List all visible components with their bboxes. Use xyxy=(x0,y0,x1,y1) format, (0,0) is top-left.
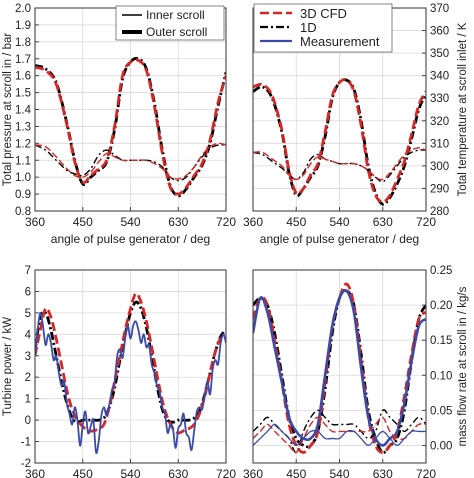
x-tick-label: 540 xyxy=(120,467,140,478)
y-tick-label: 4 xyxy=(25,329,32,341)
y-tick-label: 1.9 xyxy=(15,20,31,32)
x-tick-label: 630 xyxy=(373,215,393,229)
y-tick-label: 3 xyxy=(25,351,31,363)
y-tick-label: 280 xyxy=(430,206,449,218)
y-axis-label: Total pressure at scroll in / bar xyxy=(2,33,14,187)
x-axis-label: angle of pulse generator / deg xyxy=(260,232,419,246)
y-tick-label: 1.6 xyxy=(15,71,31,83)
y-tick-label: 370 xyxy=(430,3,449,15)
y-tick-label: -2 xyxy=(21,458,31,470)
legend-measurement-label: Measurement xyxy=(300,34,380,49)
y-tick-label: 1.8 xyxy=(15,37,31,49)
x-tick-label: 630 xyxy=(373,467,393,478)
y-tick-label: 1.7 xyxy=(15,54,31,66)
legend-outer-scroll-label: Outer scroll xyxy=(146,25,207,39)
y-tick-label: 0.10 xyxy=(430,370,452,382)
y-tick-label: 2 xyxy=(25,372,31,384)
y-tick-label: 310 xyxy=(430,138,449,150)
x-tick-label: 720 xyxy=(216,215,236,229)
legend-methods: 3D CFD 1D Measurement xyxy=(253,3,393,53)
series-line-inner-scroll-measurement xyxy=(253,423,426,447)
y-tick-label: 1.5 xyxy=(15,88,31,100)
x-tick-label: 630 xyxy=(168,467,188,478)
series-line-measurement xyxy=(35,311,226,454)
x-tick-label: 450 xyxy=(286,467,306,478)
y-tick-label: 2.0 xyxy=(15,3,31,15)
x-tick-label: 450 xyxy=(73,467,93,478)
y-tick-label: 1.4 xyxy=(15,105,32,117)
legend-scroll: Inner scroll Outer scroll xyxy=(115,5,225,41)
x-tick-label: 450 xyxy=(286,215,306,229)
legend-inner-scroll-label: Inner scroll xyxy=(146,8,205,22)
x-tick-label: 360 xyxy=(25,467,45,478)
y-tick-label: 350 xyxy=(430,48,449,60)
y-axis-label: mass flow rate at scroll in / kg/s xyxy=(457,286,469,446)
series-line-outer-scroll-measurement xyxy=(253,289,426,447)
panel-top-left: 360 450 540 630 720 0.8 0.9 1.0 1.1 1.2 1.3 1.4 1.5 1… xyxy=(2,3,236,246)
y-tick-label: 1.3 xyxy=(15,121,31,133)
y-tick-label: 1 xyxy=(25,394,31,406)
series-group xyxy=(35,56,226,198)
y-tick-label: 0.05 xyxy=(430,405,452,417)
series-group xyxy=(35,292,226,454)
panel-bottom-right: 3604505406307200.000.050.100.150.200.25a… xyxy=(243,265,469,478)
x-tick-label: 540 xyxy=(329,215,349,229)
series-line-inner-scroll-1d xyxy=(253,149,426,183)
x-tick-label: 540 xyxy=(329,467,349,478)
y-tick-label: 5 xyxy=(25,308,31,320)
x-axis-label: angle of pulse generator / deg xyxy=(51,232,210,246)
y-tick-label: 1.1 xyxy=(15,155,31,167)
series-group xyxy=(253,282,426,454)
y-tick-label: -1 xyxy=(21,437,31,449)
series-line-outer-scroll-3d-cfd xyxy=(253,78,426,204)
x-tick-label: 630 xyxy=(168,215,188,229)
x-tick-label: 360 xyxy=(243,215,263,229)
y-tick-label: 0 xyxy=(25,415,31,427)
series-line-inner-scroll-3d-cfd xyxy=(253,416,426,454)
y-tick-label: 340 xyxy=(430,71,449,83)
x-tick-label: 360 xyxy=(25,215,45,229)
y-tick-label: 0.9 xyxy=(15,189,31,201)
y-tick-label: 0.25 xyxy=(430,265,452,277)
x-tick-label: 360 xyxy=(243,467,263,478)
x-tick-label: 720 xyxy=(216,467,236,478)
y-tick-label: 7 xyxy=(25,265,31,277)
y-tick-label: 360 xyxy=(430,26,449,38)
x-tick-label: 720 xyxy=(416,215,436,229)
series-group xyxy=(253,78,426,206)
x-tick-label: 450 xyxy=(73,215,93,229)
y-tick-label: 330 xyxy=(430,93,449,105)
y-tick-label: 0.20 xyxy=(430,300,452,312)
y-tick-label: 0.15 xyxy=(430,335,452,347)
y-tick-label: 300 xyxy=(430,161,449,173)
y-tick-label: 0.00 xyxy=(430,440,452,452)
legend-1d-label: 1D xyxy=(300,20,317,35)
y-tick-label: 1.0 xyxy=(15,172,31,184)
x-tick-label: 540 xyxy=(120,215,140,229)
series-line-inner-scroll-3d-cfd xyxy=(35,142,226,180)
series-line-inner-scroll-3d-cfd xyxy=(253,147,426,181)
y-axis-label: Turbine power / kW xyxy=(2,317,14,416)
y-tick-label: 0.8 xyxy=(15,206,31,218)
y-tick-label: 6 xyxy=(25,286,31,298)
grid xyxy=(34,269,227,464)
y-tick-label: 320 xyxy=(430,116,449,128)
y-tick-label: 1.2 xyxy=(15,138,31,150)
y-tick-label: 290 xyxy=(430,183,449,195)
x-tick-label: 720 xyxy=(416,467,436,478)
series-line-outer-scroll-1d xyxy=(253,78,426,206)
y-axis-label: Total temperature at scroll inlet / K xyxy=(457,22,469,196)
series-line-outer-scroll-3d-cfd xyxy=(35,58,226,196)
legend-cfd-label: 3D CFD xyxy=(300,6,347,21)
